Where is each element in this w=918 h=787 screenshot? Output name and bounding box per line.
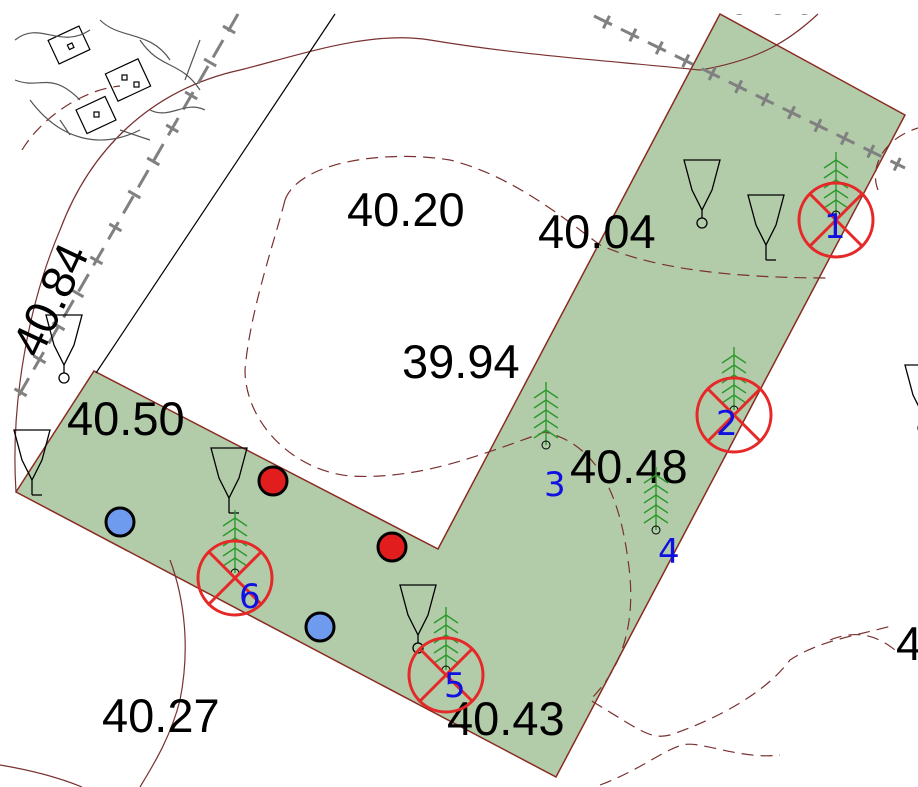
contour-line (21, 85, 121, 151)
elevation-label-partial: 40.84 (1, 235, 99, 364)
contour-line (874, 127, 918, 191)
elevation-label-partial: 40.50 (700, 0, 818, 24)
fence-tick (222, 24, 236, 35)
conifer-tree-icon (533, 382, 559, 450)
tree-number-label: 6 (239, 577, 261, 617)
contour-line (284, 155, 831, 279)
fence-tick (89, 255, 104, 266)
street-lamps (13, 159, 918, 654)
street-lamp-icon (13, 429, 51, 496)
red-point-marker[interactable] (376, 531, 408, 563)
blue-point-marker[interactable] (304, 611, 336, 643)
terrain-line (0, 764, 83, 787)
fence-tick (108, 222, 123, 233)
tree-symbols: 1 2 3 4 5 6 (196, 152, 875, 714)
scribble-lines (14, 19, 206, 141)
street-lamp-icon (904, 364, 918, 431)
fence-tick (70, 288, 85, 299)
removal-cross-circle-icon (695, 376, 773, 454)
house-icon (47, 25, 91, 65)
elevation-label: 39.94 (402, 335, 520, 388)
street-lamp-icon (747, 194, 785, 261)
tree-marker[interactable]: 6 (196, 510, 274, 617)
removal-cross-circle-icon (196, 539, 274, 617)
elevation-label: 40.20 (347, 183, 465, 236)
fence-tick (787, 105, 796, 120)
marker-points (104, 465, 408, 643)
conifer-tree-icon (643, 467, 669, 535)
fence-tick (734, 79, 744, 94)
terrain-lines (0, 13, 819, 787)
fence-tick (602, 15, 611, 30)
tree-number-label: 1 (824, 207, 846, 247)
tree-number-label: 2 (716, 404, 738, 444)
fence-tick (184, 90, 198, 101)
fence-tick (681, 53, 691, 68)
elevation-label: 40.04 (538, 205, 656, 258)
house-icon (104, 58, 152, 102)
fence-tick (51, 321, 66, 332)
tree-marker[interactable]: 1 (797, 152, 875, 259)
street-lamp-icon (683, 159, 721, 229)
house-cluster (14, 19, 206, 141)
tree-number-label: 5 (444, 666, 466, 706)
fence-tick (866, 144, 876, 159)
street-lamp-icon (210, 447, 248, 514)
property-boundary-line (95, 13, 336, 374)
terrain-line (14, 13, 819, 493)
fence-tick (32, 354, 47, 365)
fence-tick (628, 28, 638, 42)
fence-tick (146, 156, 161, 167)
elevation-label: 40.43 (447, 692, 565, 745)
tree-marker[interactable]: 2 (695, 347, 773, 454)
elevation-label-partial: 4 (896, 617, 918, 670)
house-icon (75, 95, 117, 135)
fence-line (593, 14, 906, 170)
contour-line (244, 199, 896, 737)
tree-number-label: 3 (544, 465, 566, 505)
fence-lines (13, 13, 906, 403)
contour-line (829, 633, 896, 651)
elevation-label: 40.48 (570, 440, 688, 493)
removal-cross-circle-icon (407, 636, 485, 714)
tree-marker[interactable]: 5 (407, 607, 485, 714)
tree-marker[interactable]: 3 (533, 382, 566, 505)
contour-line (599, 743, 781, 786)
fence-tick (127, 189, 142, 200)
fence-tick (892, 157, 902, 172)
removal-cross-circle-icon (797, 181, 875, 259)
elevation-label: 40.50 (67, 392, 185, 445)
contour-lines (21, 85, 918, 786)
elevation-label: 40.27 (102, 689, 220, 742)
fence-tick (165, 123, 180, 134)
fence-tick (760, 92, 770, 107)
planting-area[interactable] (14, 12, 907, 779)
fence-tick (707, 66, 717, 81)
street-lamp-icon (45, 314, 83, 384)
fence-tick (13, 387, 28, 398)
tree-number-label: 4 (658, 532, 680, 572)
red-point-marker[interactable] (257, 465, 289, 497)
fence-tick (813, 118, 823, 133)
blue-point-marker[interactable] (104, 506, 136, 538)
fence-tick (654, 40, 664, 55)
fence-tick (839, 131, 849, 146)
tree-marker[interactable]: 4 (643, 467, 680, 572)
terrain-line (139, 559, 186, 787)
fence-tick (203, 57, 217, 68)
